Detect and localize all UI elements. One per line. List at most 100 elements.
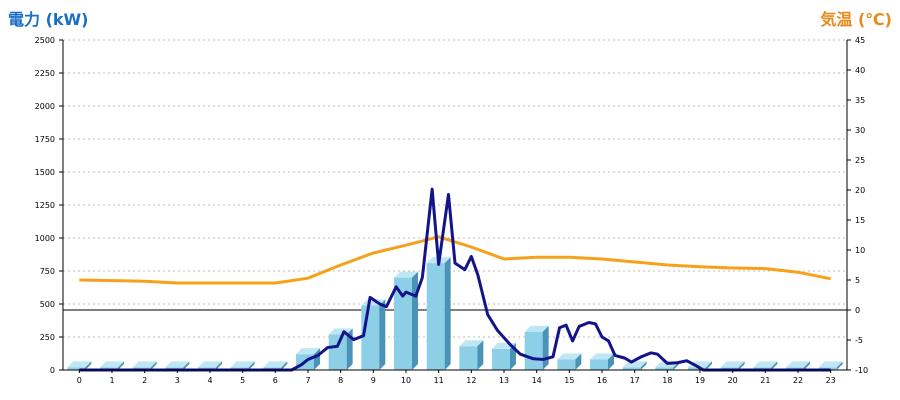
- bar: [67, 361, 92, 370]
- left-tick-label: 500: [40, 300, 55, 309]
- bar-side: [836, 361, 843, 370]
- bar: [524, 325, 549, 370]
- bar-top: [590, 353, 614, 360]
- x-tick-label: 4: [207, 376, 212, 385]
- x-tick-label: 11: [434, 376, 444, 385]
- bar-top: [524, 325, 549, 332]
- x-tick-label: 14: [532, 376, 542, 385]
- bar-front: [492, 348, 510, 370]
- bar-top: [394, 271, 418, 278]
- right-axis-title: 気温 (℃): [820, 10, 892, 29]
- left-tick-label: 1500: [35, 168, 55, 177]
- right-tick-label: 25: [855, 156, 865, 165]
- x-tick-label: 9: [371, 376, 376, 385]
- bar-side: [281, 361, 288, 370]
- bar-top: [296, 348, 320, 355]
- bar-side: [150, 361, 157, 370]
- line-layer: [79, 187, 831, 372]
- x-tick-label: 3: [175, 376, 180, 385]
- bar-side: [85, 361, 92, 370]
- right-tick-label: -5: [855, 336, 863, 345]
- left-tick-label: 1250: [35, 201, 55, 210]
- x-tick-label: 21: [760, 376, 770, 385]
- x-tick-label: 13: [499, 376, 509, 385]
- left-axis-title: 電力 (kW): [8, 10, 89, 29]
- left-tick-label: 750: [40, 267, 55, 276]
- bar-layer: [67, 257, 843, 370]
- bar-side: [444, 257, 451, 370]
- bar-top: [67, 361, 92, 368]
- bar: [459, 340, 484, 370]
- left-tick-label: 0: [50, 366, 55, 375]
- bar-front: [524, 331, 543, 370]
- bar-top: [132, 361, 157, 368]
- bar-top: [753, 361, 778, 368]
- x-tick-label: 20: [728, 376, 738, 385]
- right-tick-label: 30: [855, 126, 865, 135]
- bar-side: [215, 361, 222, 370]
- x-tick-label: 18: [662, 376, 672, 385]
- right-tick-label: 15: [855, 216, 865, 225]
- left-tick-label: 2250: [35, 69, 55, 78]
- x-tick-label: 0: [77, 376, 82, 385]
- bar: [426, 257, 451, 370]
- right-tick-label: 10: [855, 246, 865, 255]
- bar-side: [411, 271, 418, 370]
- bar-top: [230, 361, 255, 368]
- bar-top: [818, 361, 843, 368]
- bar-front: [590, 359, 608, 370]
- right-tick-label: 5: [855, 276, 860, 285]
- bar-top: [263, 361, 288, 368]
- right-tick-label: 45: [855, 36, 865, 45]
- bar-side: [738, 361, 745, 370]
- bar-top: [165, 361, 190, 368]
- bar: [557, 353, 582, 370]
- bar: [622, 361, 647, 370]
- axis-layer: 02505007501000125015001750200022502500-1…: [35, 36, 868, 385]
- right-tick-label: 40: [855, 66, 865, 75]
- x-tick-label: 15: [564, 376, 574, 385]
- left-tick-label: 1750: [35, 135, 55, 144]
- x-tick-label: 12: [466, 376, 476, 385]
- bar-front: [394, 277, 412, 370]
- x-tick-label: 23: [826, 376, 836, 385]
- bar-front: [361, 305, 380, 370]
- x-tick-label: 17: [630, 376, 640, 385]
- bar-side: [183, 361, 190, 370]
- x-tick-label: 7: [305, 376, 310, 385]
- x-tick-label: 19: [695, 376, 705, 385]
- bar-top: [557, 353, 582, 360]
- left-tick-label: 2000: [35, 102, 55, 111]
- bar-side: [117, 361, 124, 370]
- bar-side: [575, 353, 582, 370]
- bar-side: [705, 361, 712, 370]
- right-tick-label: -10: [855, 366, 868, 375]
- x-tick-label: 1: [109, 376, 114, 385]
- right-tick-label: 20: [855, 186, 865, 195]
- x-tick-label: 16: [597, 376, 607, 385]
- bar-front: [622, 367, 641, 370]
- bar-front: [557, 359, 576, 370]
- bar-side: [248, 361, 255, 370]
- bar-front: [688, 367, 706, 370]
- left-tick-label: 1000: [35, 234, 55, 243]
- bar-top: [198, 361, 222, 368]
- bar-side: [803, 361, 810, 370]
- x-tick-label: 2: [142, 376, 147, 385]
- x-tick-label: 5: [240, 376, 245, 385]
- right-tick-label: 35: [855, 96, 865, 105]
- right-tick-label: 0: [855, 306, 860, 315]
- bar-top: [100, 361, 124, 368]
- temperature-line: [79, 235, 831, 285]
- bar-side: [477, 340, 484, 370]
- bar-top: [622, 361, 647, 368]
- bar-side: [640, 361, 647, 370]
- grid-layer: [63, 39, 847, 338]
- bar-side: [379, 299, 386, 370]
- bar-top: [720, 361, 745, 368]
- bar-top: [459, 340, 484, 347]
- bar-side: [542, 325, 549, 370]
- x-tick-label: 22: [793, 376, 803, 385]
- bar-front: [426, 263, 445, 370]
